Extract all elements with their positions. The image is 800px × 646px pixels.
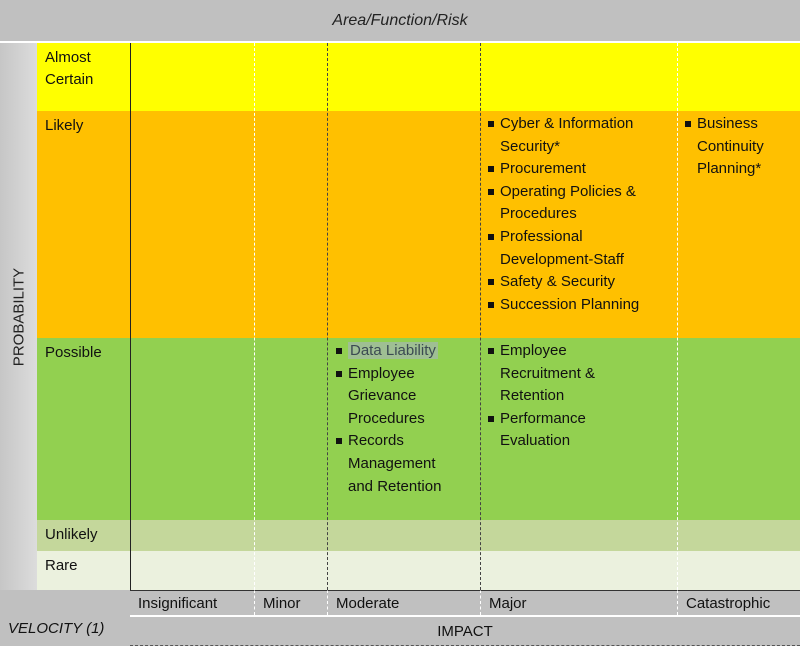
risk-item: Employee Recruitment & Retention <box>486 340 626 408</box>
risk-item: Professional Development-Staff <box>486 226 674 271</box>
impact-catastrophic: Catastrophic <box>677 590 800 615</box>
risk-item: Records Management and Retention <box>334 430 459 498</box>
row-rare: Rare <box>37 551 800 590</box>
impact-major: Major <box>480 590 677 615</box>
impact-moderate: Moderate <box>327 590 480 615</box>
row-unlikely: Unlikely <box>37 520 800 551</box>
impact-insignificant: Insignificant <box>130 590 254 615</box>
risk-item: Succession Planning <box>486 294 674 317</box>
risk-item-highlighted[interactable]: Data Liability <box>334 340 459 363</box>
row-almost-certain: Almost Certain <box>37 43 800 111</box>
cell-possible-major: Employee Recruitment & Retention Perform… <box>486 340 626 453</box>
row-label: Likely <box>45 117 84 134</box>
row-likely: Likely <box>37 111 800 338</box>
matrix-header: Area/Function/Risk <box>0 0 800 43</box>
row-label: Unlikely <box>45 526 98 543</box>
risk-item: Employee Grievance Procedures <box>334 363 459 431</box>
cell-likely-major: Cyber & Information Security* Procuremen… <box>486 113 674 316</box>
probability-label: PROBABILITY <box>10 267 27 366</box>
column-divider <box>254 43 255 590</box>
row-label: Possible <box>45 344 102 361</box>
risk-item: Cyber & Information Security* <box>486 113 674 158</box>
column-divider <box>480 43 481 590</box>
risk-item: Operating Policies & Procedures <box>486 181 674 226</box>
velocity-area: VELOCITY (1) <box>0 590 130 646</box>
risk-item: Safety & Security <box>486 271 674 294</box>
axis-divider <box>130 43 131 615</box>
risk-item: Business Continuity Planning* <box>683 113 788 181</box>
column-divider <box>677 43 678 590</box>
velocity-label: VELOCITY (1) <box>8 620 105 637</box>
risk-item: Procurement <box>486 158 674 181</box>
impact-label: IMPACT <box>437 622 493 640</box>
risk-item: Performance Evaluation <box>486 408 626 453</box>
impact-axis: IMPACT <box>130 615 800 646</box>
cell-possible-moderate: Data Liability Employee Grievance Proced… <box>334 340 459 498</box>
impact-minor: Minor <box>254 590 327 615</box>
row-label: Almost Certain <box>45 49 94 88</box>
row-label: Rare <box>45 557 78 574</box>
matrix-title: Area/Function/Risk <box>332 11 468 29</box>
cell-likely-catastrophic: Business Continuity Planning* <box>683 113 788 181</box>
column-divider <box>327 43 328 590</box>
probability-axis: PROBABILITY <box>0 43 37 590</box>
row-possible: Possible <box>37 338 800 520</box>
